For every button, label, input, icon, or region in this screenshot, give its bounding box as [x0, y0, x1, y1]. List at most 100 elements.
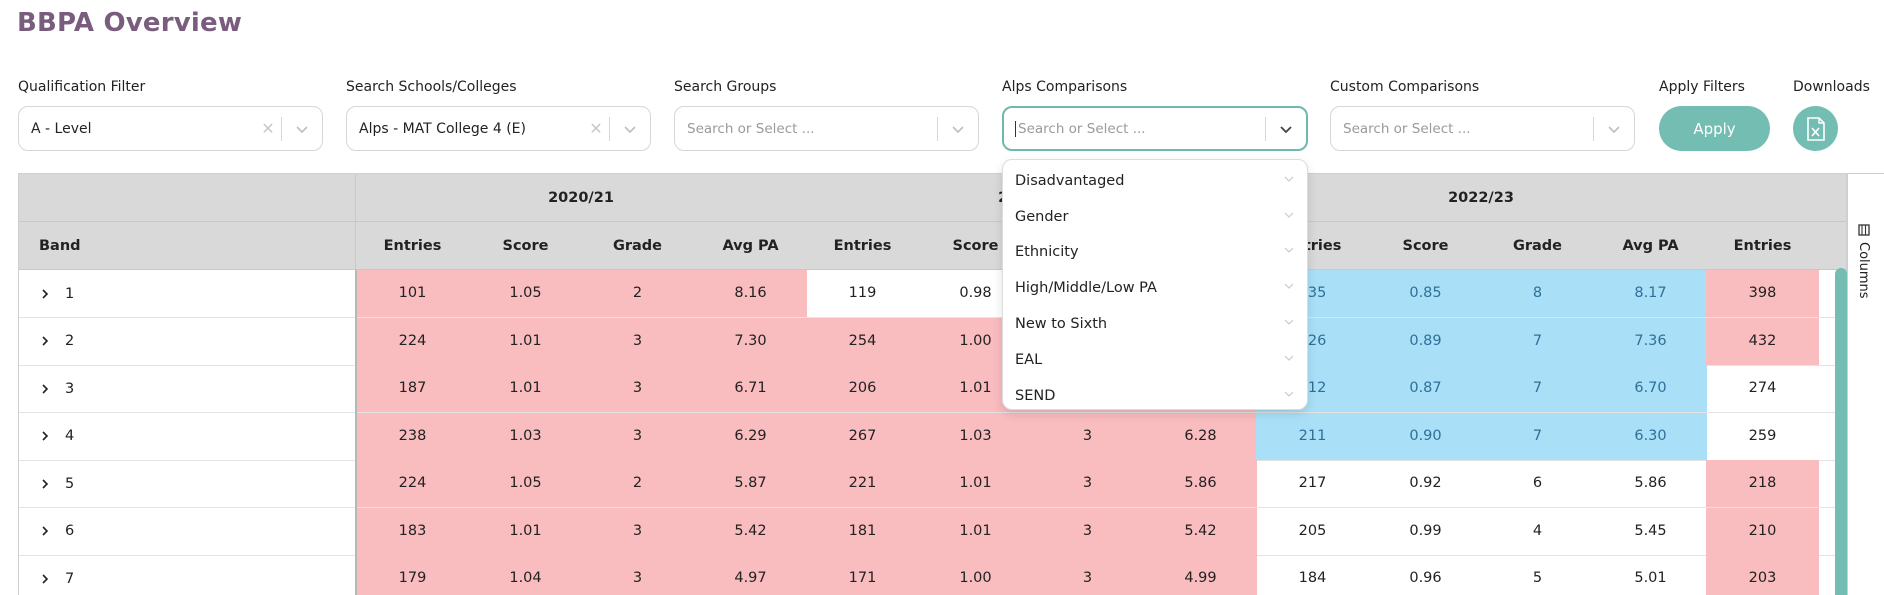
table-cell: 224	[356, 317, 469, 365]
table-cell: 7	[1481, 412, 1594, 460]
column-header-entries[interactable]: Entries	[383, 238, 442, 254]
groups-select[interactable]: Search or Select ...	[674, 106, 979, 151]
table-cell: 218	[1706, 460, 1819, 507]
table-cell: 5	[1532, 570, 1543, 586]
chevron-down-icon[interactable]	[1283, 280, 1295, 296]
dropdown-option[interactable]: Ethnicity	[1003, 235, 1307, 271]
clear-icon[interactable]: ✕	[261, 119, 275, 138]
qualification-filter: Qualification Filter A - Level ✕	[18, 78, 323, 151]
dropdown-option[interactable]: New to Sixth	[1003, 306, 1307, 342]
table-cell: 267	[806, 412, 919, 460]
band-cell: 5	[19, 460, 356, 507]
table-cell: 6.70	[1594, 365, 1707, 412]
table-cell: 101	[356, 270, 469, 317]
table-cell: 211	[1256, 412, 1369, 460]
table-cell: 4.97	[694, 555, 807, 595]
dropdown-option[interactable]: Disadvantaged	[1003, 163, 1307, 199]
band-number: 1	[65, 285, 75, 302]
chevron-right-icon[interactable]	[37, 381, 53, 397]
table-cell: 274	[1748, 380, 1777, 396]
dropdown-option-label: New to Sixth	[1015, 316, 1108, 333]
table-cell: 6	[1532, 475, 1543, 491]
columns-panel-tab[interactable]: Columns	[1847, 173, 1884, 595]
alps-comparisons-input[interactable]: Search or Select ...	[1018, 120, 1146, 137]
band-cell: 6	[19, 508, 356, 555]
chevron-right-icon[interactable]	[37, 286, 53, 302]
dropdown-option[interactable]: High/Middle/Low PA	[1003, 270, 1307, 306]
chevron-right-icon[interactable]	[37, 571, 53, 587]
column-header-score[interactable]: Score	[952, 238, 999, 254]
table-cell: 181	[806, 507, 919, 555]
table-cell: 5.87	[694, 460, 807, 507]
custom-comparisons-label: Custom Comparisons	[1330, 79, 1480, 95]
column-header-grade[interactable]: Grade	[612, 238, 663, 254]
chevron-down-icon[interactable]	[1283, 173, 1295, 189]
dropdown-option[interactable]: Gender	[1003, 199, 1307, 235]
custom-comparisons-select[interactable]: Search or Select ...	[1330, 106, 1635, 151]
chevron-right-icon[interactable]	[37, 428, 53, 444]
band-cell: 4	[19, 413, 356, 460]
dropdown-option-label: EAL	[1015, 351, 1043, 368]
alps-comparisons-select[interactable]: Search or Select ...	[1002, 106, 1308, 151]
schools-select[interactable]: Alps - MAT College 4 (E) ✕	[346, 106, 651, 151]
table-cell: 7	[1481, 317, 1594, 365]
chevron-down-icon[interactable]	[1266, 122, 1306, 136]
dropdown-option-label: High/Middle/Low PA	[1015, 280, 1157, 297]
band-cell: 3	[19, 365, 356, 412]
table-cell: 7.30	[694, 317, 807, 365]
table-cell: 0.98	[959, 285, 992, 301]
apply-filters-label: Apply Filters	[1659, 79, 1745, 95]
table-cell: 6.71	[694, 365, 807, 412]
chevron-right-icon[interactable]	[37, 476, 53, 492]
chevron-down-icon[interactable]	[1283, 244, 1295, 260]
bbpa-table: 2020/21 2021/22 2022/23 Band Entries Scor…	[18, 173, 1847, 595]
column-header-entries[interactable]: Entries	[1733, 238, 1792, 254]
apply-button[interactable]: Apply	[1659, 106, 1770, 151]
dropdown-option[interactable]: EAL	[1003, 342, 1307, 378]
vertical-scrollbar[interactable]	[1835, 268, 1847, 595]
table-cell: 5.86	[1634, 475, 1667, 491]
table-cell: 0.92	[1409, 475, 1442, 491]
band-cell: 1	[19, 270, 356, 317]
year-header-row: 2020/21 2021/22 2022/23	[19, 174, 1846, 222]
table-cell: 3	[581, 365, 694, 412]
schools-filter-label: Search Schools/Colleges	[346, 79, 517, 95]
table-cell: 432	[1706, 317, 1819, 365]
column-header-entries[interactable]: Entries	[833, 238, 892, 254]
chevron-down-icon[interactable]	[1594, 122, 1634, 136]
table-cell: 1.01	[469, 365, 582, 412]
table-cell: 254	[806, 317, 919, 365]
chevron-right-icon[interactable]	[37, 523, 53, 539]
chevron-right-icon[interactable]	[37, 333, 53, 349]
band-header[interactable]: Band	[39, 238, 81, 254]
chevron-down-icon[interactable]	[938, 122, 978, 136]
custom-comparisons-filter: Custom Comparisons Search or Select ...	[1330, 78, 1635, 151]
column-header-row: Band	[19, 222, 1846, 270]
column-header-grade[interactable]: Grade	[1512, 238, 1563, 254]
download-button[interactable]	[1793, 106, 1838, 151]
column-header-avg-pa[interactable]: Avg PA	[1622, 238, 1679, 254]
alps-comparisons-filter: Alps Comparisons Search or Select ...	[1002, 78, 1308, 151]
chevron-down-icon[interactable]	[610, 122, 650, 136]
band-number: 7	[65, 570, 75, 587]
column-header-score[interactable]: Score	[1402, 238, 1449, 254]
table-row: 3 187 1.01 3 6.71 206 1.01 212 0.87 7 6.70 274	[19, 365, 1846, 413]
chevron-down-icon[interactable]	[1283, 388, 1295, 404]
column-header-score[interactable]: Score	[502, 238, 549, 254]
chevron-down-icon[interactable]	[1283, 209, 1295, 225]
alps-comparisons-label: Alps Comparisons	[1002, 79, 1128, 95]
band-number: 6	[65, 523, 75, 539]
table-cell: 8	[1481, 270, 1594, 317]
dropdown-option[interactable]: SEND	[1003, 378, 1307, 414]
table-cell: 1.01	[469, 507, 582, 555]
chevron-down-icon[interactable]	[1283, 316, 1295, 332]
table-cell: 0.90	[1369, 412, 1482, 460]
clear-icon[interactable]: ✕	[589, 119, 603, 138]
table-cell: 184	[1298, 570, 1327, 586]
qualification-select[interactable]: A - Level ✕	[18, 106, 323, 151]
chevron-down-icon[interactable]	[282, 122, 322, 136]
table-cell: 4	[1532, 522, 1543, 539]
column-header-avg-pa[interactable]: Avg PA	[722, 238, 779, 254]
chevron-down-icon[interactable]	[1283, 352, 1295, 368]
table-row: 7 179 1.04 3 4.97 171 1.00 3 4.99 184 0.96 5 5.01 203	[19, 555, 1846, 595]
